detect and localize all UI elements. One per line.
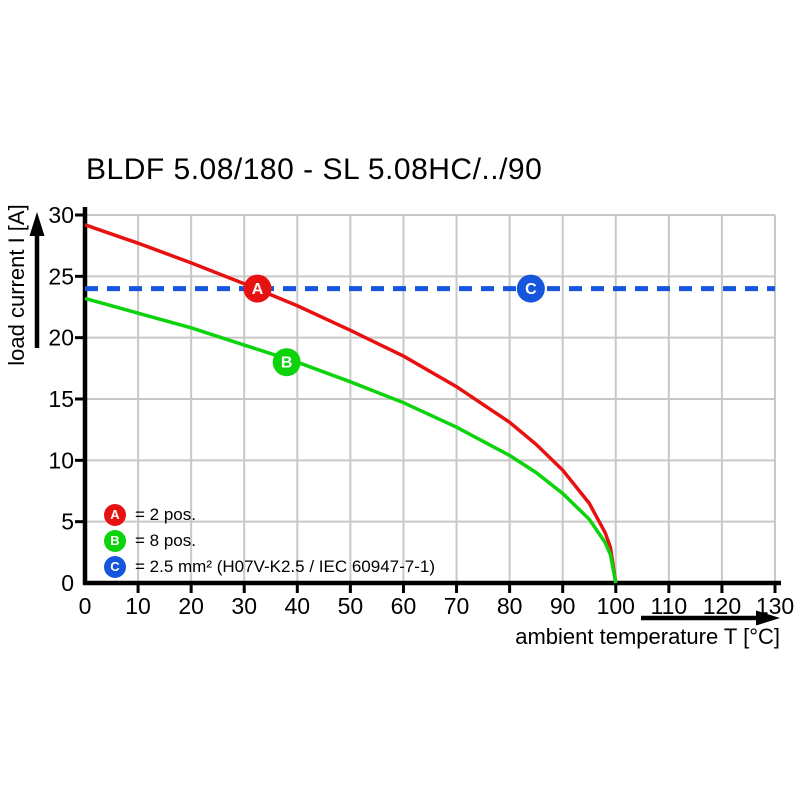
svg-text:110: 110: [651, 593, 688, 619]
y-axis-arrow-icon: [29, 212, 45, 348]
axis-ticks: [75, 213, 777, 593]
svg-text:A: A: [252, 281, 264, 298]
svg-text:5: 5: [61, 509, 74, 535]
marker-c: C: [516, 274, 545, 303]
svg-text:0: 0: [79, 593, 92, 619]
svg-text:10: 10: [48, 447, 74, 473]
svg-text:15: 15: [48, 386, 74, 412]
legend-item-b-label: = 8 pos.: [135, 531, 196, 550]
legend-marker-c-icon: C: [104, 556, 126, 578]
svg-text:120: 120: [703, 593, 741, 619]
curve-a: [84, 223, 618, 584]
svg-text:30: 30: [231, 593, 257, 619]
svg-text:70: 70: [444, 593, 470, 619]
svg-text:0: 0: [61, 570, 74, 596]
svg-text:100: 100: [597, 593, 635, 619]
svg-text:20: 20: [48, 325, 74, 351]
legend-item-a-label: = 2 pos.: [135, 505, 196, 524]
x-axis-label: ambient temperature T [°C]: [515, 624, 780, 649]
svg-text:60: 60: [391, 593, 417, 619]
svg-text:40: 40: [285, 593, 311, 619]
svg-text:30: 30: [48, 202, 74, 228]
legend-item-c-label: = 2.5 mm² (H07V-K2.5 / IEC 60947-7-1): [135, 557, 435, 576]
legend-item-b: B = 8 pos.: [104, 530, 435, 552]
legend-item-a: A = 2 pos.: [104, 504, 435, 526]
chart-title: BLDF 5.08/180 - SL 5.08HC/../90: [86, 153, 543, 186]
legend: A = 2 pos. B = 8 pos. C = 2.5 mm² (H07V-…: [104, 504, 435, 582]
legend-marker-a-icon: A: [104, 504, 126, 526]
y-axis-label: load current I [A]: [4, 204, 29, 366]
tick-labels: 0 5 10 15 20 25 30 0 10 20 30 40 50 60 70 80 90 100 110 120…: [48, 202, 794, 619]
svg-text:10: 10: [125, 593, 151, 619]
marker-b: B: [272, 348, 301, 377]
svg-text:20: 20: [178, 593, 204, 619]
legend-item-c: C = 2.5 mm² (H07V-K2.5 / IEC 60947-7-1): [104, 556, 435, 578]
svg-text:25: 25: [48, 263, 74, 289]
svg-text:90: 90: [550, 593, 576, 619]
svg-text:B: B: [281, 355, 293, 372]
x-axis-arrow-icon: [641, 610, 780, 626]
curves: [84, 223, 775, 584]
legend-marker-b-icon: B: [104, 530, 126, 552]
svg-text:50: 50: [338, 593, 364, 619]
point-markers: A B C: [243, 274, 545, 377]
marker-a: A: [243, 274, 272, 303]
svg-text:C: C: [525, 281, 537, 298]
curve-b: [84, 296, 618, 584]
gridlines: [85, 214, 776, 583]
svg-text:80: 80: [497, 593, 523, 619]
